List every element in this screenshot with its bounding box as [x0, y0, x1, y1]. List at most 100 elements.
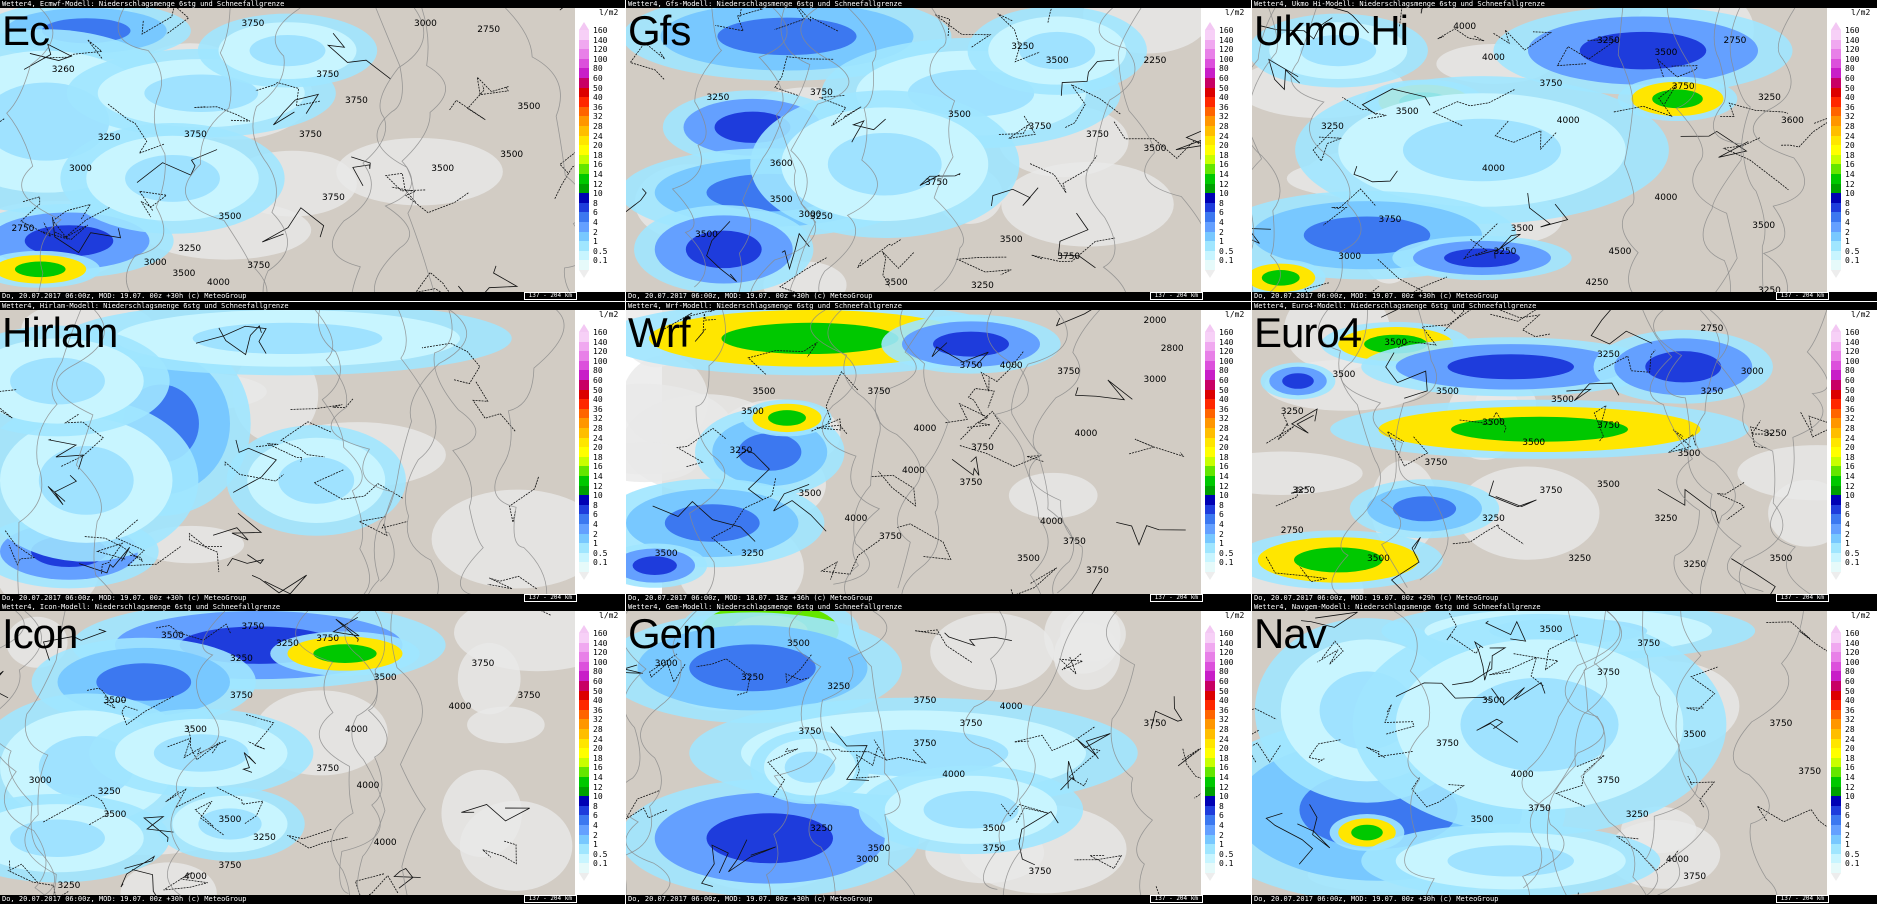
legend-swatch — [1205, 49, 1215, 60]
legend-swatch — [1831, 709, 1841, 720]
precipitation-legend: l/m2 160 140 120 100 80 60 50 40 36 32 28 24 20 18 16 14… — [575, 310, 625, 594]
snow-line-label: 3750 — [230, 690, 253, 701]
snow-line-label: 3750 — [322, 192, 345, 203]
legend-swatch — [1205, 485, 1215, 496]
snow-line-label: 3750 — [1057, 366, 1081, 377]
legend-value: 100 — [1219, 356, 1234, 366]
scale-bar: 137 - 204 km — [1149, 292, 1203, 300]
legend-value: 0.5 — [1219, 849, 1234, 859]
legend-swatch — [579, 757, 589, 768]
precipitation-legend: l/m2 160 140 120 100 80 60 50 40 36 32 28 24 20 18 16 14… — [575, 611, 625, 895]
legend-value: 140 — [1845, 35, 1860, 45]
snow-line-label: 3250 — [741, 548, 764, 559]
panel-header: Wetter4, Gem-Modell: Niederschlagsmenge … — [626, 603, 1251, 611]
legend-swatch — [579, 428, 589, 439]
snow-line-label: 3500 — [1470, 815, 1494, 826]
legend-swatch — [579, 135, 589, 146]
legend-value: 18 — [593, 753, 603, 763]
model-panel-gfs: Wetter4, Gfs-Modell: Niederschlagsmenge … — [626, 0, 1251, 301]
legend-value: 8 — [1219, 801, 1224, 811]
model-panel-wrf: Wetter4, Wrf-Modell: Niederschlagsmenge … — [626, 302, 1251, 603]
legend-value: 0.1 — [593, 256, 608, 266]
legend-swatch — [1831, 212, 1841, 223]
snow-line-label: 3250 — [1597, 36, 1620, 47]
legend-value: 40 — [1219, 696, 1229, 706]
legend-value: 100 — [1845, 356, 1860, 366]
legend-value: 20 — [593, 744, 603, 754]
legend-swatch — [579, 49, 589, 60]
legend-swatch — [1205, 116, 1215, 127]
snow-line-label: 3750 — [1528, 804, 1551, 815]
legend-value: 6 — [593, 510, 598, 520]
legend-value: 40 — [1845, 93, 1855, 103]
legend-swatch — [579, 408, 589, 419]
legend-value: 0.5 — [1219, 548, 1234, 558]
snow-line-label: 3500 — [695, 229, 718, 240]
precipitation-legend: l/m2 160 140 120 100 80 60 50 40 36 32 28 24 20 18 16 14… — [1201, 8, 1251, 292]
snow-line-label: 3250 — [827, 682, 851, 692]
legend-value: 100 — [1845, 54, 1860, 64]
model-panel-gem: Wetter4, Gem-Modell: Niederschlagsmenge … — [626, 603, 1251, 904]
snow-line-label: 3500 — [948, 110, 971, 121]
legend-swatch — [1831, 738, 1841, 749]
legend-value: 0.1 — [1219, 558, 1234, 568]
snow-line-label: 3500 — [1597, 480, 1620, 491]
legend-swatch — [1831, 250, 1841, 261]
legend-value: 20 — [593, 443, 603, 453]
model-panel-ec: Wetter4, Ecmwf-Modell: Niederschlagsmeng… — [0, 0, 625, 301]
legend-swatch — [1205, 524, 1215, 535]
legend-value: 10 — [593, 189, 603, 199]
snow-line-label: 3500 — [172, 269, 196, 280]
legend-swatch — [1831, 49, 1841, 60]
snow-line-label: 3750 — [1063, 537, 1086, 548]
snow-line-label: 3500 — [787, 639, 810, 650]
legend-swatch — [1831, 164, 1841, 175]
legend-swatch — [1831, 552, 1841, 563]
legend-swatch — [579, 825, 589, 836]
legend-min-arrow — [579, 270, 589, 278]
legend-swatch — [1831, 145, 1841, 156]
legend-swatch — [1205, 652, 1215, 663]
snow-line-label: 3250 — [1568, 554, 1592, 565]
legend-value: 8 — [1219, 500, 1224, 510]
snow-line-label: 3750 — [184, 130, 207, 141]
legend-swatch — [1831, 241, 1841, 252]
snow-line-label: 3250 — [276, 639, 299, 650]
snow-line-label: 3500 — [1482, 696, 1505, 707]
legend-swatch — [579, 241, 589, 252]
legend-value: 4 — [593, 520, 598, 529]
legend-value: 50 — [1845, 686, 1855, 696]
snow-line-label: 3500 — [1752, 221, 1776, 231]
legend-value: 50 — [1219, 385, 1229, 395]
legend-swatch — [579, 332, 589, 343]
legend-value: 80 — [1845, 366, 1855, 376]
snow-line-label: 3750 — [1597, 420, 1620, 431]
precipitation-map — [0, 8, 575, 292]
run-info: Do, 20.07.2017 06:00z, MOD: 19.07. 00z +… — [1254, 292, 1499, 300]
legend-value: 40 — [593, 93, 603, 103]
legend-value: 6 — [1219, 811, 1224, 821]
legend-max-arrow — [1205, 22, 1215, 30]
legend-value: 14 — [1219, 773, 1229, 782]
legend-swatch — [579, 485, 589, 496]
legend-value: 80 — [1219, 64, 1229, 74]
legend-swatch — [579, 68, 589, 79]
legend-value: 32 — [1845, 414, 1855, 424]
snow-line-label: 3000 — [414, 19, 437, 30]
legend-value: 16 — [593, 763, 603, 773]
legend-value: 1 — [1219, 840, 1224, 850]
snow-line-label: 3250 — [1758, 286, 1781, 296]
legend-value: 120 — [1845, 648, 1860, 658]
legend-value: 20 — [1219, 744, 1229, 754]
legend-swatch — [579, 533, 589, 544]
legend-swatch — [1205, 552, 1215, 563]
legend-value: 2 — [1845, 830, 1850, 840]
panel-header: Wetter4, Ukmo Hi-Modell: Niederschlagsme… — [1252, 0, 1877, 8]
legend-swatch — [1205, 408, 1215, 419]
legend-value: 24 — [1219, 433, 1229, 443]
legend-swatch — [579, 834, 589, 845]
precipitation-map — [1252, 611, 1827, 895]
legend-value: 18 — [593, 150, 603, 160]
legend-value: 24 — [593, 734, 603, 744]
snow-line-label: 3500 — [752, 386, 776, 397]
